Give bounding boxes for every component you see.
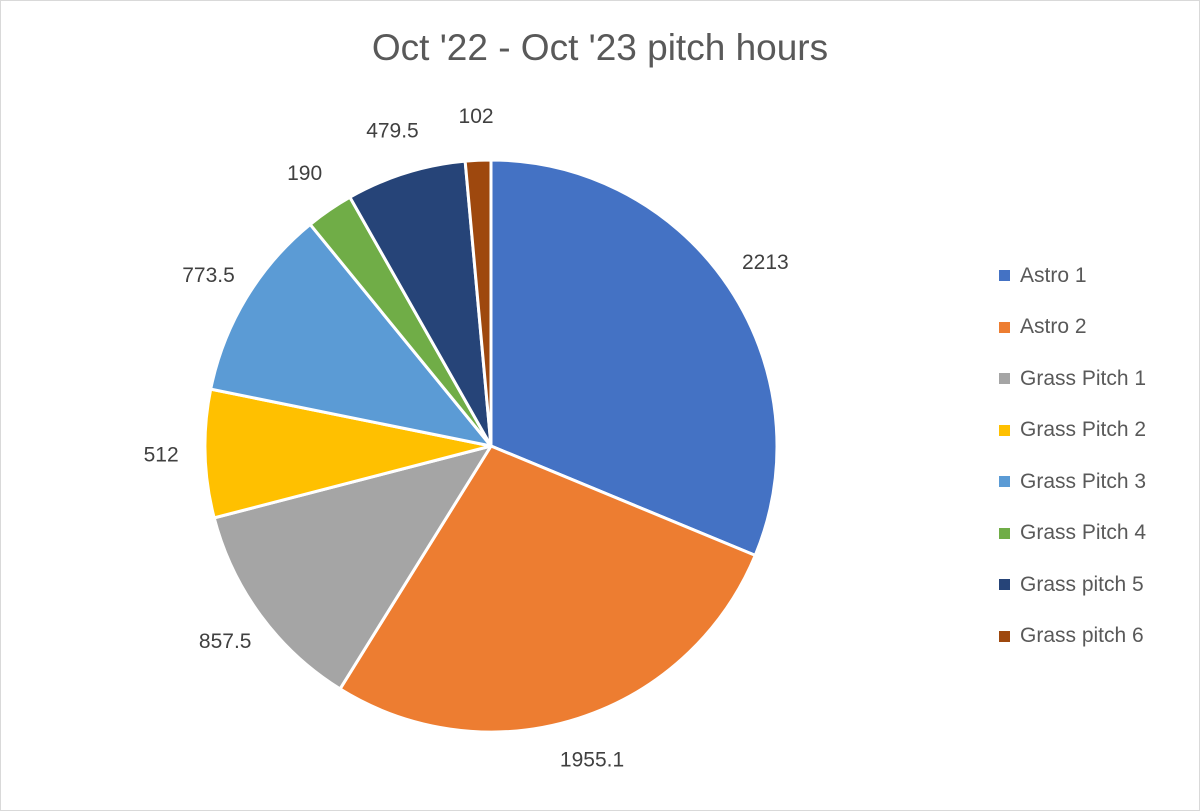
legend-label: Grass Pitch 1 xyxy=(1020,366,1147,390)
pie-data-labels: 2213 1955.1 857.5 512 773.5 190 479.5 102 xyxy=(144,105,789,772)
legend-swatch xyxy=(999,270,1010,282)
legend-label: Astro 1 xyxy=(1020,263,1087,287)
legend: Astro 1 Astro 2 Grass Pitch 1 Grass Pitch 2… xyxy=(999,250,1146,662)
legend-swatch xyxy=(999,630,1010,642)
legend-item-grass-pitch-2: Grass Pitch 2 xyxy=(999,405,1146,457)
data-label-grass-pitch-3: 773.5 xyxy=(182,264,235,287)
legend-label: Grass Pitch 3 xyxy=(1020,469,1147,493)
legend-label: Grass pitch 6 xyxy=(1020,624,1144,648)
legend-item-grass-pitch-5: Grass pitch 5 xyxy=(999,559,1146,611)
data-label-grass-pitch-2: 512 xyxy=(144,443,179,466)
legend-swatch xyxy=(999,321,1010,333)
legend-item-grass-pitch-4: Grass Pitch 4 xyxy=(999,508,1146,560)
legend-swatch xyxy=(999,476,1010,488)
legend-item-astro-2: Astro 2 xyxy=(999,302,1146,354)
legend-swatch xyxy=(999,579,1010,591)
legend-item-grass-pitch-6: Grass pitch 6 xyxy=(999,611,1146,663)
pie-slice-grass-pitch-1 xyxy=(212,444,493,691)
legend-swatch xyxy=(999,373,1010,385)
data-label-grass-pitch-5: 479.5 xyxy=(366,120,419,143)
data-label-astro-1: 2213 xyxy=(742,251,789,274)
data-label-grass-pitch-1: 857.5 xyxy=(199,630,252,653)
pie-slice-astro-2 xyxy=(338,444,757,734)
legend-item-grass-pitch-3: Grass Pitch 3 xyxy=(999,456,1146,508)
legend-label: Grass Pitch 2 xyxy=(1020,418,1147,442)
pie-slice-grass-pitch-6 xyxy=(463,158,493,448)
pie-slice-grass-pitch-3 xyxy=(209,222,493,448)
pie-slices xyxy=(203,158,779,734)
data-label-astro-2: 1955.1 xyxy=(560,749,624,772)
data-label-grass-pitch-4: 190 xyxy=(287,162,322,185)
legend-swatch xyxy=(999,527,1010,539)
pie-slice-grass-pitch-2 xyxy=(203,387,493,520)
pie-slice-grass-pitch-5 xyxy=(348,159,493,448)
legend-item-grass-pitch-1: Grass Pitch 1 xyxy=(999,353,1146,405)
legend-label: Astro 2 xyxy=(1020,315,1087,339)
legend-swatch xyxy=(999,424,1010,436)
legend-item-astro-1: Astro 1 xyxy=(999,250,1146,302)
legend-label: Grass pitch 5 xyxy=(1020,572,1144,596)
pie-slice-astro-1 xyxy=(489,158,779,557)
legend-label: Grass Pitch 4 xyxy=(1020,521,1147,545)
data-label-grass-pitch-6: 102 xyxy=(459,105,494,128)
chart-title: Oct '22 - Oct '23 pitch hours xyxy=(371,27,829,68)
